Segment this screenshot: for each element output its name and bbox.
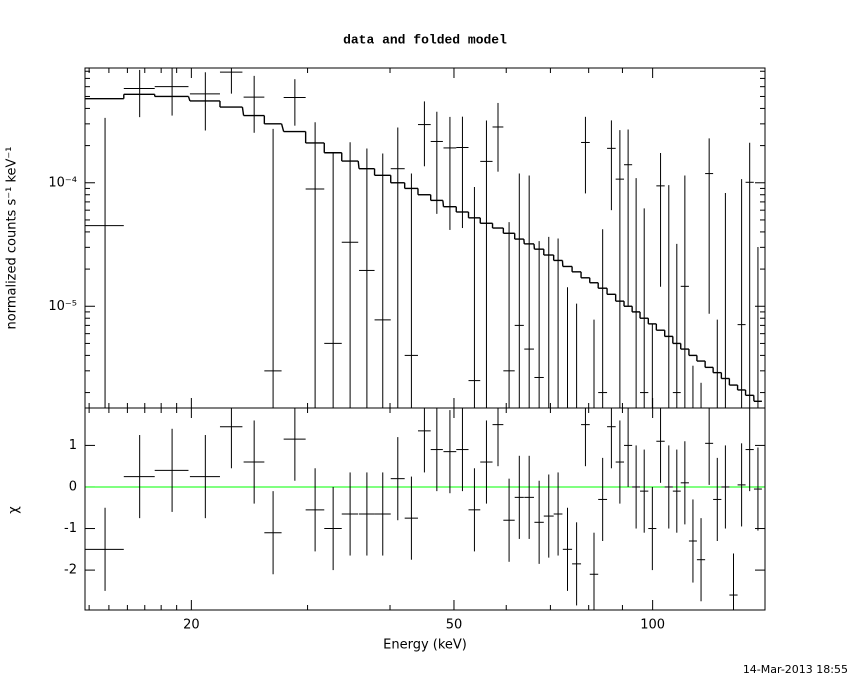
model-step-riser [357, 160, 360, 169]
y-axis-label: normalized counts s⁻¹ keV⁻¹ [5, 147, 20, 330]
data-layer [85, 68, 762, 408]
y-tick-label: 10⁻⁵ [48, 299, 77, 314]
x-tick-label: 50 [446, 618, 463, 633]
y-tick-label: 1 [69, 438, 77, 453]
frame [84, 407, 766, 611]
timestamp: 14-Mar-2013 18:55 [743, 663, 848, 676]
y-tick-label: 0 [69, 479, 77, 494]
x-axis-label: Energy (keV) [383, 638, 467, 653]
residual-layer [85, 408, 762, 610]
y-tick-label: -1 [64, 521, 77, 536]
x-tick-label: 100 [640, 618, 665, 633]
y-tick-label: -2 [64, 563, 77, 578]
y-axis-label: χ [7, 506, 22, 514]
model-step-riser [241, 107, 245, 116]
chart-title: data and folded model [343, 32, 507, 47]
x-tick-label: 20 [183, 618, 200, 633]
y-tick-label: 10⁻⁴ [48, 175, 77, 190]
plot-area: 10⁻⁵ 10⁻⁴ 20 50 100 -2 -1 0 1 [48, 68, 765, 633]
model-step-riser [280, 123, 285, 132]
model-step-riser [442, 200, 445, 207]
model-step-riser [187, 96, 191, 102]
